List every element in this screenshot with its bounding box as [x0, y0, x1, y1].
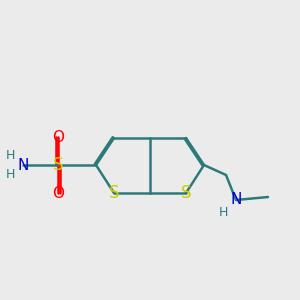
Text: S: S: [109, 184, 119, 202]
Text: N: N: [230, 193, 242, 208]
Text: O: O: [52, 130, 64, 145]
Text: O: O: [52, 185, 64, 200]
Text: H: H: [5, 167, 15, 181]
Text: N: N: [17, 158, 29, 172]
Text: H: H: [218, 206, 228, 218]
Text: H: H: [5, 149, 15, 163]
Text: S: S: [53, 156, 63, 174]
Text: S: S: [181, 184, 191, 202]
